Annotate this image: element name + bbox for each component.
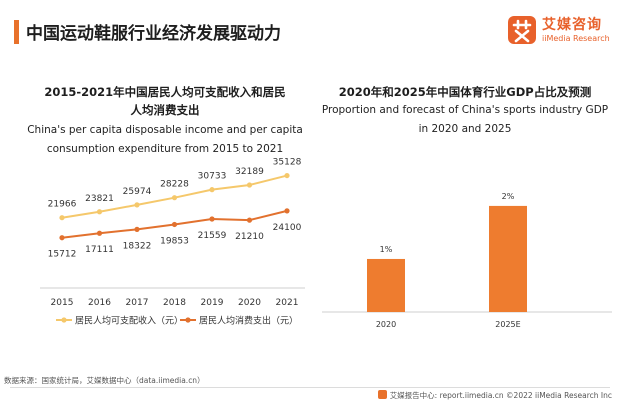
income-data-point: [284, 172, 290, 179]
line-chart-heading: 2015-2021年中国居民人均可支配收入和居民 人均消费支出 China's …: [20, 83, 310, 159]
footer-divider: [10, 387, 610, 388]
iimedia-footer-icon: [377, 390, 387, 399]
line-chart-title-en-1: China's per capita disposable income and…: [27, 124, 303, 136]
bar-chart-title-cn: 2020年和2025年中国体育行业GDP占比及预测: [338, 85, 592, 99]
expense-data-label: 18322: [123, 241, 152, 251]
income-data-label: 28228: [160, 180, 189, 190]
bar-chart-title-en-1: Proportion and forecast of China's sport…: [321, 104, 609, 116]
expense-data-label: 21559: [198, 231, 227, 241]
bar-category-label: 2020: [376, 320, 396, 329]
income-data-label: 21966: [48, 200, 77, 210]
expense-legend-marker: [185, 317, 191, 323]
income-data-label: 30733: [198, 172, 227, 182]
iimedia-logo: 艾媒咨询 iiMedia Research: [507, 14, 613, 48]
expense-data-label: 17111: [85, 245, 114, 255]
income-data-label: 35128: [273, 158, 302, 168]
bar-chart-title-en-2: in 2020 and 2025: [418, 123, 512, 135]
x-tick-label: 2015: [51, 298, 74, 308]
bar-value-label: 2%: [502, 192, 515, 201]
bar-chart-heading: 2020年和2025年中国体育行业GDP占比及预测 Proportion and…: [312, 83, 618, 139]
income-data-point: [59, 215, 65, 221]
expense-data-label: 24100: [273, 223, 302, 233]
income-data-label: 32189: [235, 167, 264, 177]
expense-data-point: [209, 216, 215, 222]
expense-data-label: 19853: [160, 236, 189, 246]
expense-legend-label: 居民人均消费支出（元）: [199, 315, 298, 327]
data-source-note: 数据来源：国家统计局，艾媒数据中心（data.iimedia.cn）: [4, 376, 205, 385]
income-data-point: [246, 182, 253, 188]
income-legend-marker: [61, 317, 67, 323]
x-tick-label: 2018: [163, 298, 186, 308]
expense-data-label: 21210: [235, 232, 264, 242]
expense-data-point: [96, 230, 103, 236]
bar-2020: [367, 258, 405, 312]
expense-data-point: [246, 217, 253, 223]
footer-copyright-text: 艾媒报告中心: report.iimedia.cn ©2022 iiMedia …: [389, 391, 612, 400]
logo-text-en: iiMedia Research: [542, 34, 610, 43]
x-tick-label: 2016: [88, 298, 111, 308]
income-data-point: [171, 195, 178, 201]
income-data-label: 25974: [123, 187, 152, 197]
income-data-point: [96, 209, 103, 215]
bar-value-label: 1%: [380, 245, 393, 254]
line-chart-title-cn-2: 人均消费支出: [130, 103, 200, 117]
line-chart-title-en-2: consumption expenditure from 2015 to 202…: [46, 143, 284, 155]
x-tick-label: 2019: [201, 298, 224, 308]
income-data-point: [134, 202, 140, 208]
bar-2025E: [489, 205, 527, 312]
line-chart-title-cn-1: 2015-2021年中国居民人均可支配收入和居民: [44, 85, 286, 99]
x-tick-label: 2017: [126, 298, 149, 308]
expense-data-point: [171, 221, 178, 228]
iimedia-logo-icon: [508, 16, 536, 44]
x-tick-label: 2020: [238, 298, 261, 308]
expense-data-point: [284, 208, 290, 214]
expense-data-point: [59, 235, 65, 241]
page-title: 中国运动鞋服行业经济发展驱动力: [26, 24, 281, 44]
income-legend-label: 居民人均可支配收入（元）: [75, 315, 183, 327]
expense-data-point: [134, 226, 140, 232]
income-data-point: [209, 187, 215, 193]
income-data-label: 23821: [85, 194, 114, 204]
bar-category-label: 2025E: [495, 320, 520, 329]
expense-data-label: 15712: [48, 250, 77, 260]
footer-copyright: 艾媒报告中心: report.iimedia.cn ©2022 iiMedia …: [377, 390, 612, 401]
title-accent-bar: [14, 20, 19, 44]
logo-text-cn: 艾媒咨询: [542, 17, 602, 33]
x-tick-label: 2021: [276, 298, 299, 308]
